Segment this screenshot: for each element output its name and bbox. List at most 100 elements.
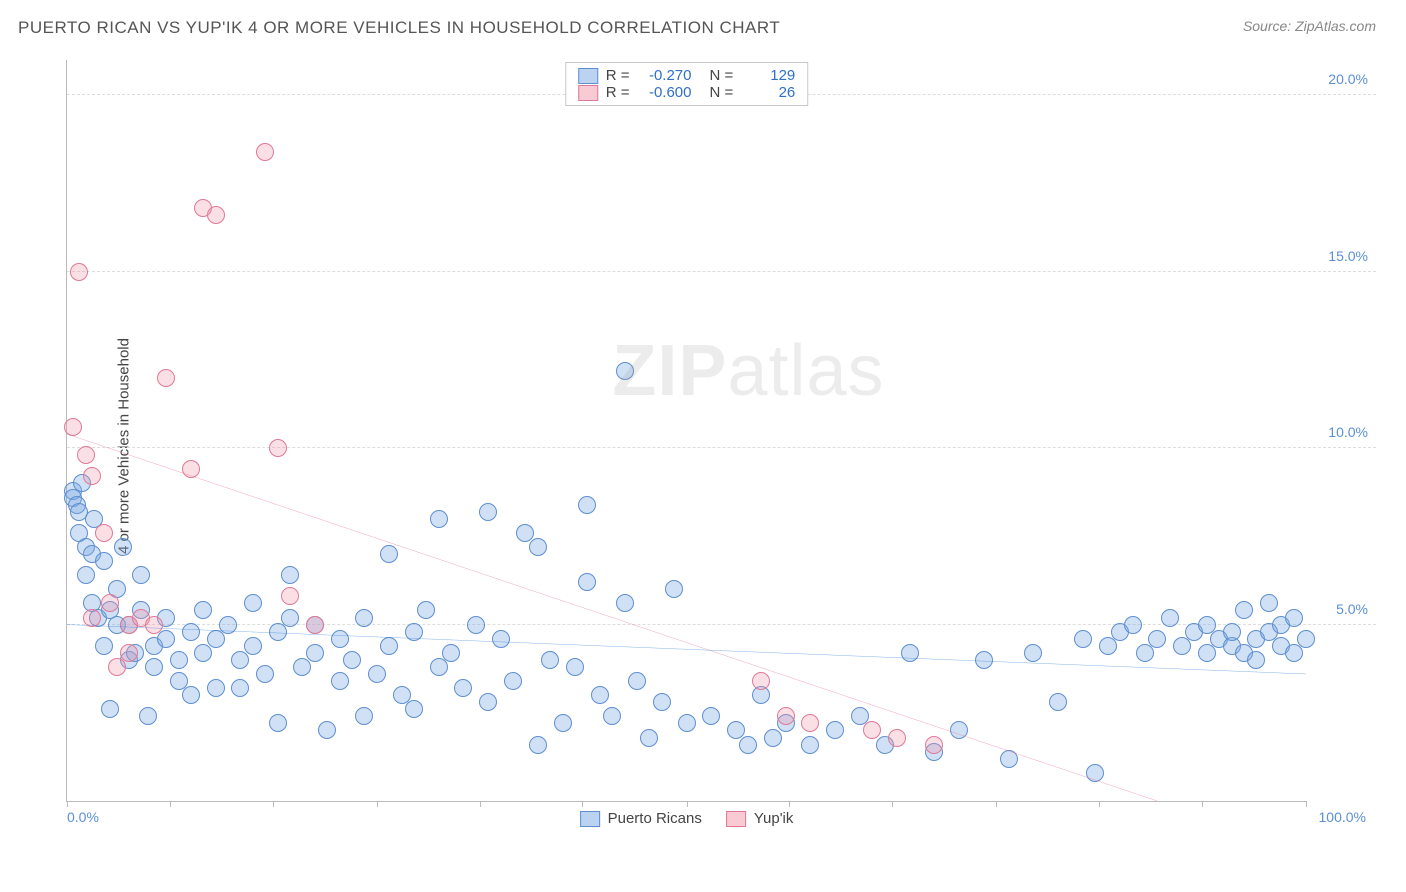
data-point: [293, 658, 311, 676]
data-point: [616, 594, 634, 612]
data-point: [1049, 693, 1067, 711]
gridline: [67, 624, 1376, 625]
data-point: [95, 524, 113, 542]
data-point: [256, 665, 274, 683]
chart-area: 4 or more Vehicles in Household ZIPatlas…: [48, 60, 1376, 832]
data-point: [182, 686, 200, 704]
data-point: [801, 714, 819, 732]
data-point: [1223, 623, 1241, 641]
data-point: [1148, 630, 1166, 648]
data-point: [182, 623, 200, 641]
data-point: [306, 616, 324, 634]
x-rule: [480, 801, 481, 807]
data-point: [888, 729, 906, 747]
data-point: [417, 601, 435, 619]
data-point: [1285, 644, 1303, 662]
data-point: [1247, 651, 1265, 669]
data-point: [269, 714, 287, 732]
x-rule: [1099, 801, 1100, 807]
data-point: [170, 651, 188, 669]
x-tick-min: 0.0%: [67, 809, 99, 825]
stat-r-label: R =: [606, 67, 630, 84]
data-point: [231, 679, 249, 697]
data-point: [405, 700, 423, 718]
data-point: [467, 616, 485, 634]
x-rule: [892, 801, 893, 807]
data-point: [492, 630, 510, 648]
data-point: [430, 510, 448, 528]
data-point: [355, 707, 373, 725]
source-credit: Source: ZipAtlas.com: [1243, 18, 1376, 34]
data-point: [950, 721, 968, 739]
data-point: [640, 729, 658, 747]
data-point: [281, 566, 299, 584]
data-point: [139, 707, 157, 725]
data-point: [380, 637, 398, 655]
data-point: [665, 580, 683, 598]
data-point: [1099, 637, 1117, 655]
data-point: [777, 707, 795, 725]
data-point: [801, 736, 819, 754]
legend-item: Puerto Ricans: [580, 810, 702, 827]
data-point: [145, 616, 163, 634]
data-point: [157, 369, 175, 387]
data-point: [541, 651, 559, 669]
data-point: [764, 729, 782, 747]
data-point: [231, 651, 249, 669]
gridline: [67, 447, 1376, 448]
data-point: [77, 446, 95, 464]
data-point: [1285, 609, 1303, 627]
data-point: [70, 263, 88, 281]
data-point: [430, 658, 448, 676]
data-point: [1024, 644, 1042, 662]
x-rule: [273, 801, 274, 807]
y-tick-label: 10.0%: [1328, 424, 1368, 440]
data-point: [108, 658, 126, 676]
data-point: [145, 658, 163, 676]
data-point: [578, 573, 596, 591]
x-rule: [1202, 801, 1203, 807]
data-point: [281, 587, 299, 605]
data-point: [529, 538, 547, 556]
data-point: [628, 672, 646, 690]
data-point: [1297, 630, 1315, 648]
data-point: [591, 686, 609, 704]
data-point: [578, 496, 596, 514]
data-point: [256, 143, 274, 161]
data-point: [925, 736, 943, 754]
stats-row: R =-0.270N =129: [578, 67, 796, 84]
data-point: [603, 707, 621, 725]
data-point: [182, 460, 200, 478]
data-point: [269, 623, 287, 641]
legend-swatch: [580, 811, 600, 827]
data-point: [219, 616, 237, 634]
data-point: [1086, 764, 1104, 782]
data-point: [157, 630, 175, 648]
data-point: [281, 609, 299, 627]
legend-swatch: [726, 811, 746, 827]
data-point: [442, 644, 460, 662]
y-tick-label: 15.0%: [1328, 248, 1368, 264]
data-point: [244, 637, 262, 655]
stats-box: R =-0.270N =129R =-0.600N =26: [565, 62, 809, 106]
data-point: [368, 665, 386, 683]
data-point: [331, 672, 349, 690]
data-point: [207, 679, 225, 697]
data-point: [83, 609, 101, 627]
data-point: [64, 418, 82, 436]
stat-n-label: N =: [710, 84, 734, 101]
data-point: [678, 714, 696, 732]
data-point: [863, 721, 881, 739]
legend-label: Puerto Ricans: [608, 810, 702, 827]
stat-r-value: -0.270: [638, 67, 692, 84]
legend-label: Yup'ik: [754, 810, 794, 827]
plot-region: ZIPatlas R =-0.270N =129R =-0.600N =26 0…: [66, 60, 1306, 802]
chart-title: PUERTO RICAN VS YUP'IK 4 OR MORE VEHICLE…: [18, 18, 780, 38]
data-point: [752, 672, 770, 690]
data-point: [132, 566, 150, 584]
data-point: [405, 623, 423, 641]
stat-n-label: N =: [710, 67, 734, 84]
data-point: [1198, 644, 1216, 662]
data-point: [355, 609, 373, 627]
stat-r-label: R =: [606, 84, 630, 101]
